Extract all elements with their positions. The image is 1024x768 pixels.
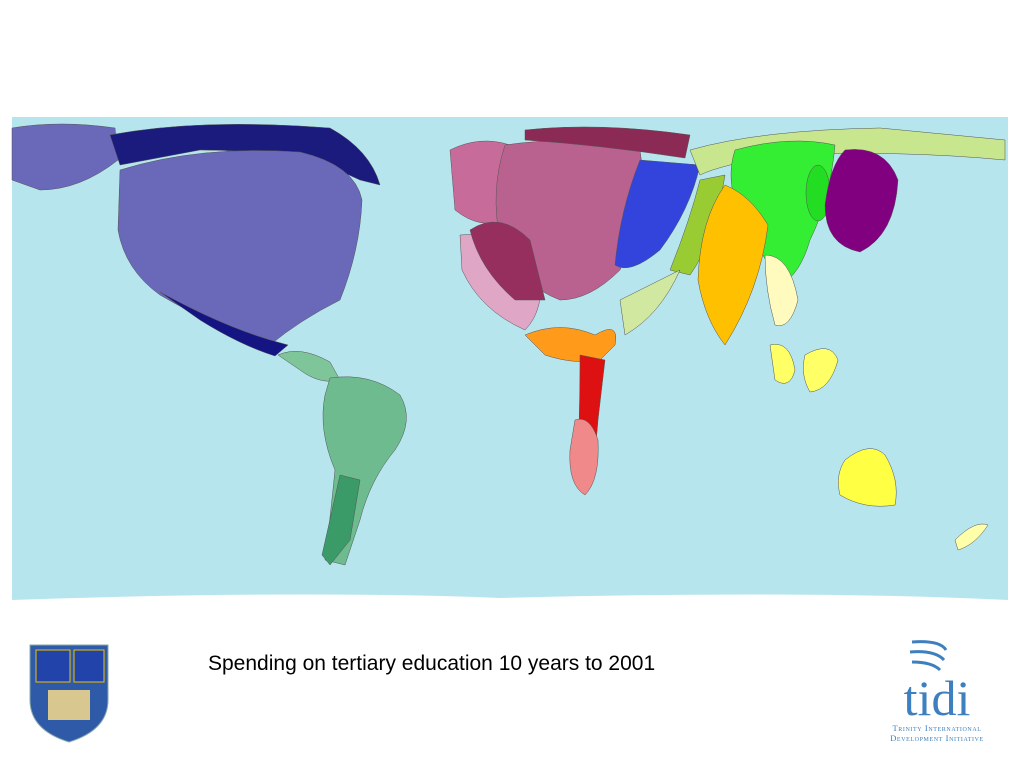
caption: Spending on tertiary education 10 years … bbox=[208, 652, 655, 675]
usa bbox=[117, 150, 363, 346]
new-zealand bbox=[954, 523, 989, 551]
tidi-logo: tidi Trinity International Development I… bbox=[890, 640, 984, 743]
logo-line2: Development Initiative bbox=[890, 733, 984, 743]
crest-harp bbox=[73, 649, 105, 683]
mexico bbox=[159, 291, 289, 357]
logo-line1: Trinity International bbox=[892, 723, 981, 733]
cartogram-map bbox=[11, 117, 1008, 608]
india bbox=[697, 184, 769, 346]
southeast-asia bbox=[764, 254, 799, 326]
indonesia bbox=[769, 344, 839, 393]
logo-wordmark: tidi bbox=[904, 670, 971, 726]
russia bbox=[614, 159, 701, 269]
south-africa bbox=[569, 418, 599, 496]
middle-east bbox=[619, 269, 681, 336]
europe-mid bbox=[469, 221, 546, 301]
crest-lion bbox=[35, 649, 71, 683]
north-africa bbox=[524, 327, 617, 362]
logo-swirl bbox=[909, 640, 948, 672]
alaska bbox=[11, 123, 119, 191]
scandinavia bbox=[524, 126, 691, 159]
japan bbox=[824, 149, 899, 253]
crest-castle bbox=[48, 690, 90, 720]
australia bbox=[838, 448, 897, 507]
chile-argentina bbox=[321, 474, 361, 566]
antarctica bbox=[12, 594, 1008, 608]
trinity-crest bbox=[29, 644, 109, 743]
